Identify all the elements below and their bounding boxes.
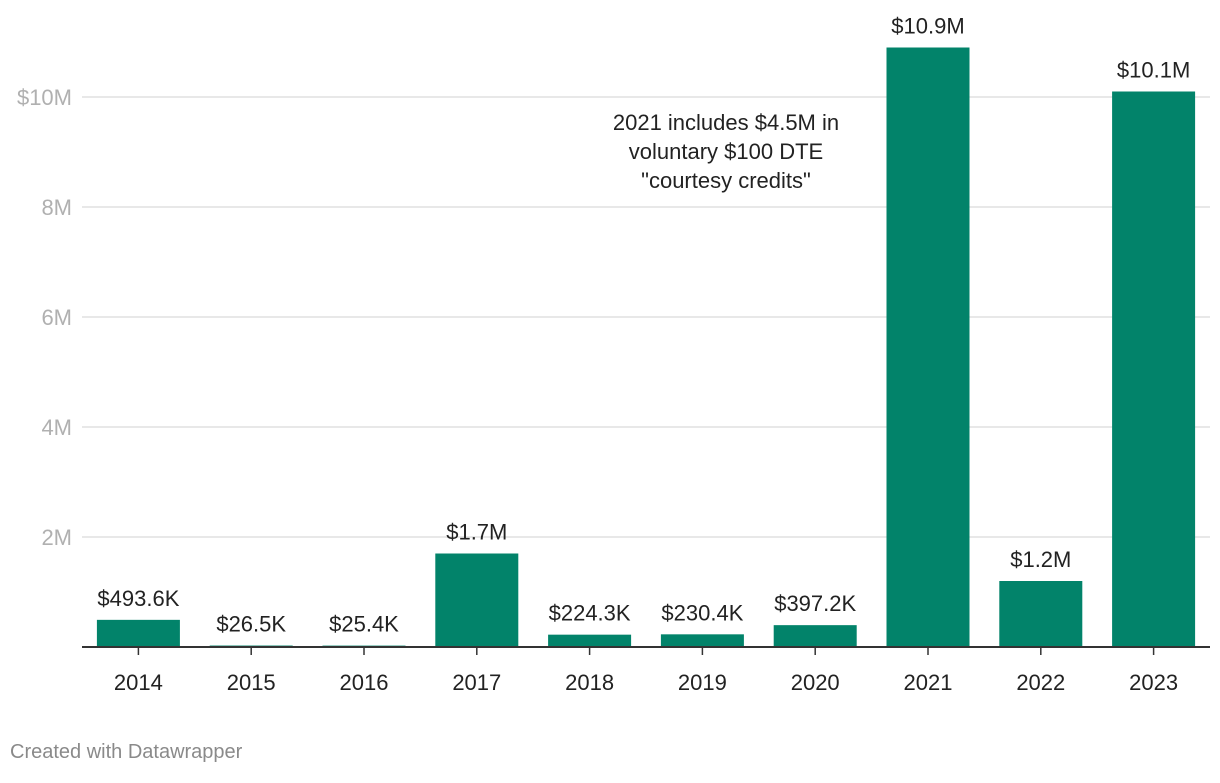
value-label-2023: $10.1M (1117, 58, 1190, 83)
annotation-line: 2021 includes $4.5M in (613, 110, 839, 135)
x-tick-label-2016: 2016 (340, 670, 389, 695)
value-label-2022: $1.2M (1010, 547, 1071, 572)
value-label-2017: $1.7M (446, 520, 507, 545)
x-tick-label-2023: 2023 (1129, 670, 1178, 695)
y-axis-tick-labels: 2M 4M 6M 8M $10M (17, 85, 72, 550)
value-label-2016: $25.4K (329, 612, 399, 637)
y-tick-label: 6M (41, 305, 72, 330)
bar-value-labels: $493.6K $26.5K $25.4K $1.7M $224.3K $230.4K $3… (97, 14, 1190, 637)
x-tick-label-2018: 2018 (565, 670, 614, 695)
x-tick-label-2019: 2019 (678, 670, 727, 695)
value-label-2019: $230.4K (661, 600, 743, 625)
bar-2020 (773, 625, 857, 647)
x-tick-label-2017: 2017 (452, 670, 501, 695)
x-tick-label-2015: 2015 (227, 670, 276, 695)
credit-text: Created with Datawrapper (10, 741, 243, 763)
x-tick-label-2014: 2014 (114, 670, 163, 695)
x-tick-label-2021: 2021 (904, 670, 953, 695)
annotation-line: "courtesy credits" (641, 168, 811, 193)
x-axis (82, 646, 1210, 655)
grid-lines (82, 96, 1210, 538)
value-label-2014: $493.6K (97, 586, 179, 611)
y-tick-label: $10M (17, 85, 72, 110)
y-tick-label: 8M (41, 195, 72, 220)
bar-2021 (886, 47, 970, 647)
x-axis-tick-labels: 2014 2015 2016 2017 2018 2019 2020 2021 2022 2023 (114, 670, 1178, 695)
value-label-2018: $224.3K (549, 601, 631, 626)
bar-2018 (548, 634, 632, 647)
annotation: 2021 includes $4.5M in voluntary $100 DTE… (613, 110, 839, 193)
y-tick-label: 2M (41, 525, 72, 550)
bar-2023 (1112, 91, 1196, 647)
bar-2014 (96, 619, 180, 647)
bar-2022 (999, 581, 1083, 647)
value-label-2020: $397.2K (774, 591, 856, 616)
x-tick-label-2020: 2020 (791, 670, 840, 695)
y-tick-label: 4M (41, 415, 72, 440)
bars (96, 47, 1196, 647)
bar-2017 (435, 553, 519, 647)
bar-2019 (660, 634, 744, 647)
annotation-line: voluntary $100 DTE (629, 139, 823, 164)
x-tick-label-2022: 2022 (1016, 670, 1065, 695)
value-label-2015: $26.5K (216, 612, 286, 637)
value-label-2021: $10.9M (891, 14, 964, 39)
